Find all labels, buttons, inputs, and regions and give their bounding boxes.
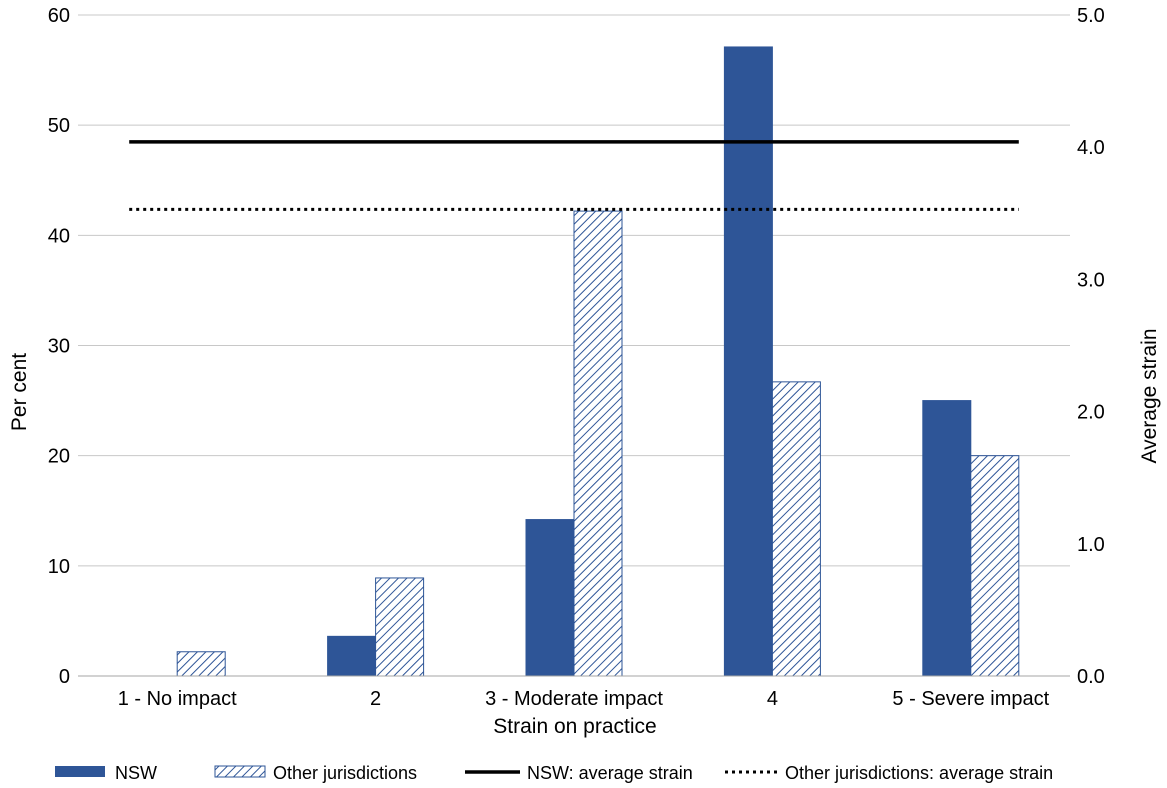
- bar-other-1: [176, 651, 226, 677]
- y2-tick-label: 2.0: [1077, 402, 1105, 424]
- bar-nsw-4: [723, 46, 773, 677]
- y2-tick-label: 1.0: [1077, 534, 1105, 556]
- left-y-axis: 0 10 20 30 40 50 60: [48, 5, 70, 688]
- legend-label: Other jurisdictions: [273, 763, 417, 783]
- average-lines: [129, 140, 1019, 211]
- y-tick-label: 10: [48, 556, 70, 578]
- x-axis: 1 - No impact 2 3 - Moderate impact 4 5 - Se…: [78, 675, 1070, 710]
- right-y-axis: 0.0 1.0 2.0 3.0 4.0 5.0: [1077, 5, 1105, 688]
- bar-other-2: [375, 577, 425, 677]
- x-tick-label: 3 - Moderate impact: [485, 688, 663, 710]
- legend-swatch-other: [214, 765, 266, 778]
- y2-tick-label: 3.0: [1077, 269, 1105, 291]
- x-tick-label: 2: [370, 688, 381, 710]
- legend: NSW Other jurisdictions NSW: average strai…: [55, 763, 1053, 783]
- x-axis-title: Strain on practice: [493, 715, 656, 738]
- legend-label: Other jurisdictions: average strain: [785, 763, 1053, 783]
- bars: [176, 46, 1020, 677]
- bar-other-4: [771, 381, 821, 677]
- y-tick-label: 0: [59, 666, 70, 688]
- x-tick-label: 4: [767, 688, 778, 710]
- y-tick-label: 50: [48, 115, 70, 137]
- x-tick-label: 1 - No impact: [118, 688, 237, 710]
- bar-nsw-2: [327, 635, 377, 677]
- y-tick-label: 20: [48, 446, 70, 468]
- bar-other-3: [573, 210, 623, 677]
- y-tick-label: 60: [48, 5, 70, 27]
- y2-tick-label: 4.0: [1077, 137, 1105, 159]
- bar-other-5: [970, 455, 1020, 677]
- y-tick-label: 30: [48, 336, 70, 358]
- y2-tick-label: 0.0: [1077, 666, 1105, 688]
- legend-label: NSW: [115, 763, 157, 783]
- legend-label: NSW: average strain: [527, 763, 693, 783]
- y-axis-title-right: Average strain: [1138, 328, 1161, 463]
- y-tick-label: 40: [48, 225, 70, 247]
- x-tick-label: 5 - Severe impact: [892, 688, 1049, 710]
- y2-tick-label: 5.0: [1077, 5, 1105, 27]
- y-axis-title-left: Per cent: [8, 353, 31, 431]
- bar-nsw-5: [922, 400, 972, 677]
- legend-swatch-nsw: [55, 766, 105, 777]
- bar-nsw-3: [525, 519, 575, 677]
